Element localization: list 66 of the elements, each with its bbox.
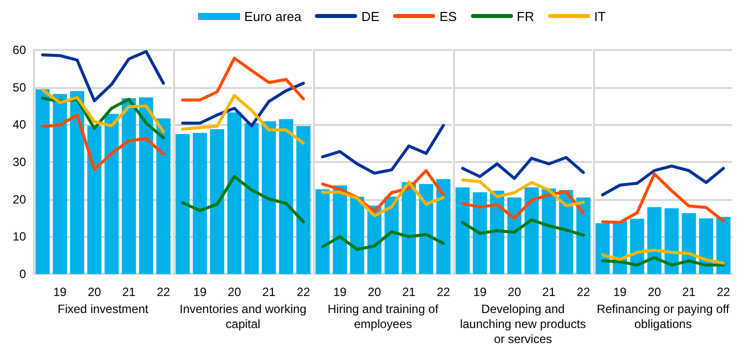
bar: [350, 196, 364, 274]
y-tick-label: 10: [12, 230, 26, 244]
x-tick-label: 20: [368, 285, 382, 299]
y-tick-label: 60: [12, 43, 26, 57]
bar: [122, 98, 136, 274]
x-axis-title: Hiring and training of employees: [326, 302, 440, 332]
x-tick-label: 19: [53, 285, 67, 299]
x-tick-label: 22: [716, 285, 730, 299]
x-axis-title: Inventories and working capital: [178, 302, 308, 332]
y-tick-label: 50: [12, 80, 26, 94]
legend-label: DE: [361, 8, 380, 24]
y-tick-label: 40: [12, 118, 26, 132]
bar: [52, 94, 67, 274]
x-tick-label: 19: [613, 285, 627, 299]
bar: [524, 187, 539, 274]
bar: [36, 89, 50, 274]
x-tick-label: 20: [88, 285, 102, 299]
x-tick-label: 21: [262, 285, 276, 299]
bar: [436, 179, 450, 274]
bar: [296, 126, 310, 274]
bar: [139, 97, 154, 274]
x-tick-label: 20: [508, 285, 522, 299]
bar: [227, 112, 242, 274]
bar: [316, 189, 330, 274]
bar: [210, 129, 224, 274]
legend-label: IT: [594, 8, 606, 24]
x-tick-label: 22: [436, 285, 450, 299]
bar: [472, 192, 487, 274]
legend-label: ES: [439, 8, 457, 24]
x-tick-label: 22: [156, 285, 170, 299]
bar: [279, 119, 294, 274]
line-series: [41, 50, 165, 102]
x-tick-label: 20: [648, 285, 662, 299]
x-axis-title: Developing and launching new products or services: [458, 302, 588, 347]
bar: [244, 123, 259, 274]
y-tick-label: 20: [12, 192, 26, 206]
bar: [262, 121, 276, 274]
x-tick-label: 19: [193, 285, 207, 299]
legend-label: FR: [516, 8, 534, 24]
x-tick-label: 20: [228, 285, 242, 299]
bar: [456, 187, 470, 274]
line-series: [41, 113, 165, 171]
line-series: [41, 88, 165, 134]
x-tick-label: 22: [296, 285, 310, 299]
bar: [192, 132, 207, 274]
y-tick-label: 30: [12, 155, 26, 169]
x-tick-label: 21: [682, 285, 696, 299]
x-tick-label: 21: [122, 285, 136, 299]
y-tick-label: 0: [19, 267, 26, 281]
x-tick-label: 19: [473, 285, 487, 299]
x-axis-title: Fixed investment: [56, 302, 150, 317]
x-axis-title: Refinancing or paying off obligations: [596, 302, 730, 332]
bar: [70, 91, 84, 274]
bar: [419, 184, 434, 274]
bar: [576, 197, 590, 274]
bar: [87, 126, 102, 274]
x-tick-label: 21: [542, 285, 556, 299]
x-tick-label: 22: [576, 285, 590, 299]
bar: [716, 216, 730, 274]
bar: [176, 134, 190, 274]
x-tick-label: 19: [333, 285, 347, 299]
x-tick-label: 21: [402, 285, 416, 299]
bar: [104, 114, 119, 274]
legend-label: Euro area: [244, 8, 302, 24]
bar: [156, 118, 170, 274]
bar: [596, 223, 610, 274]
